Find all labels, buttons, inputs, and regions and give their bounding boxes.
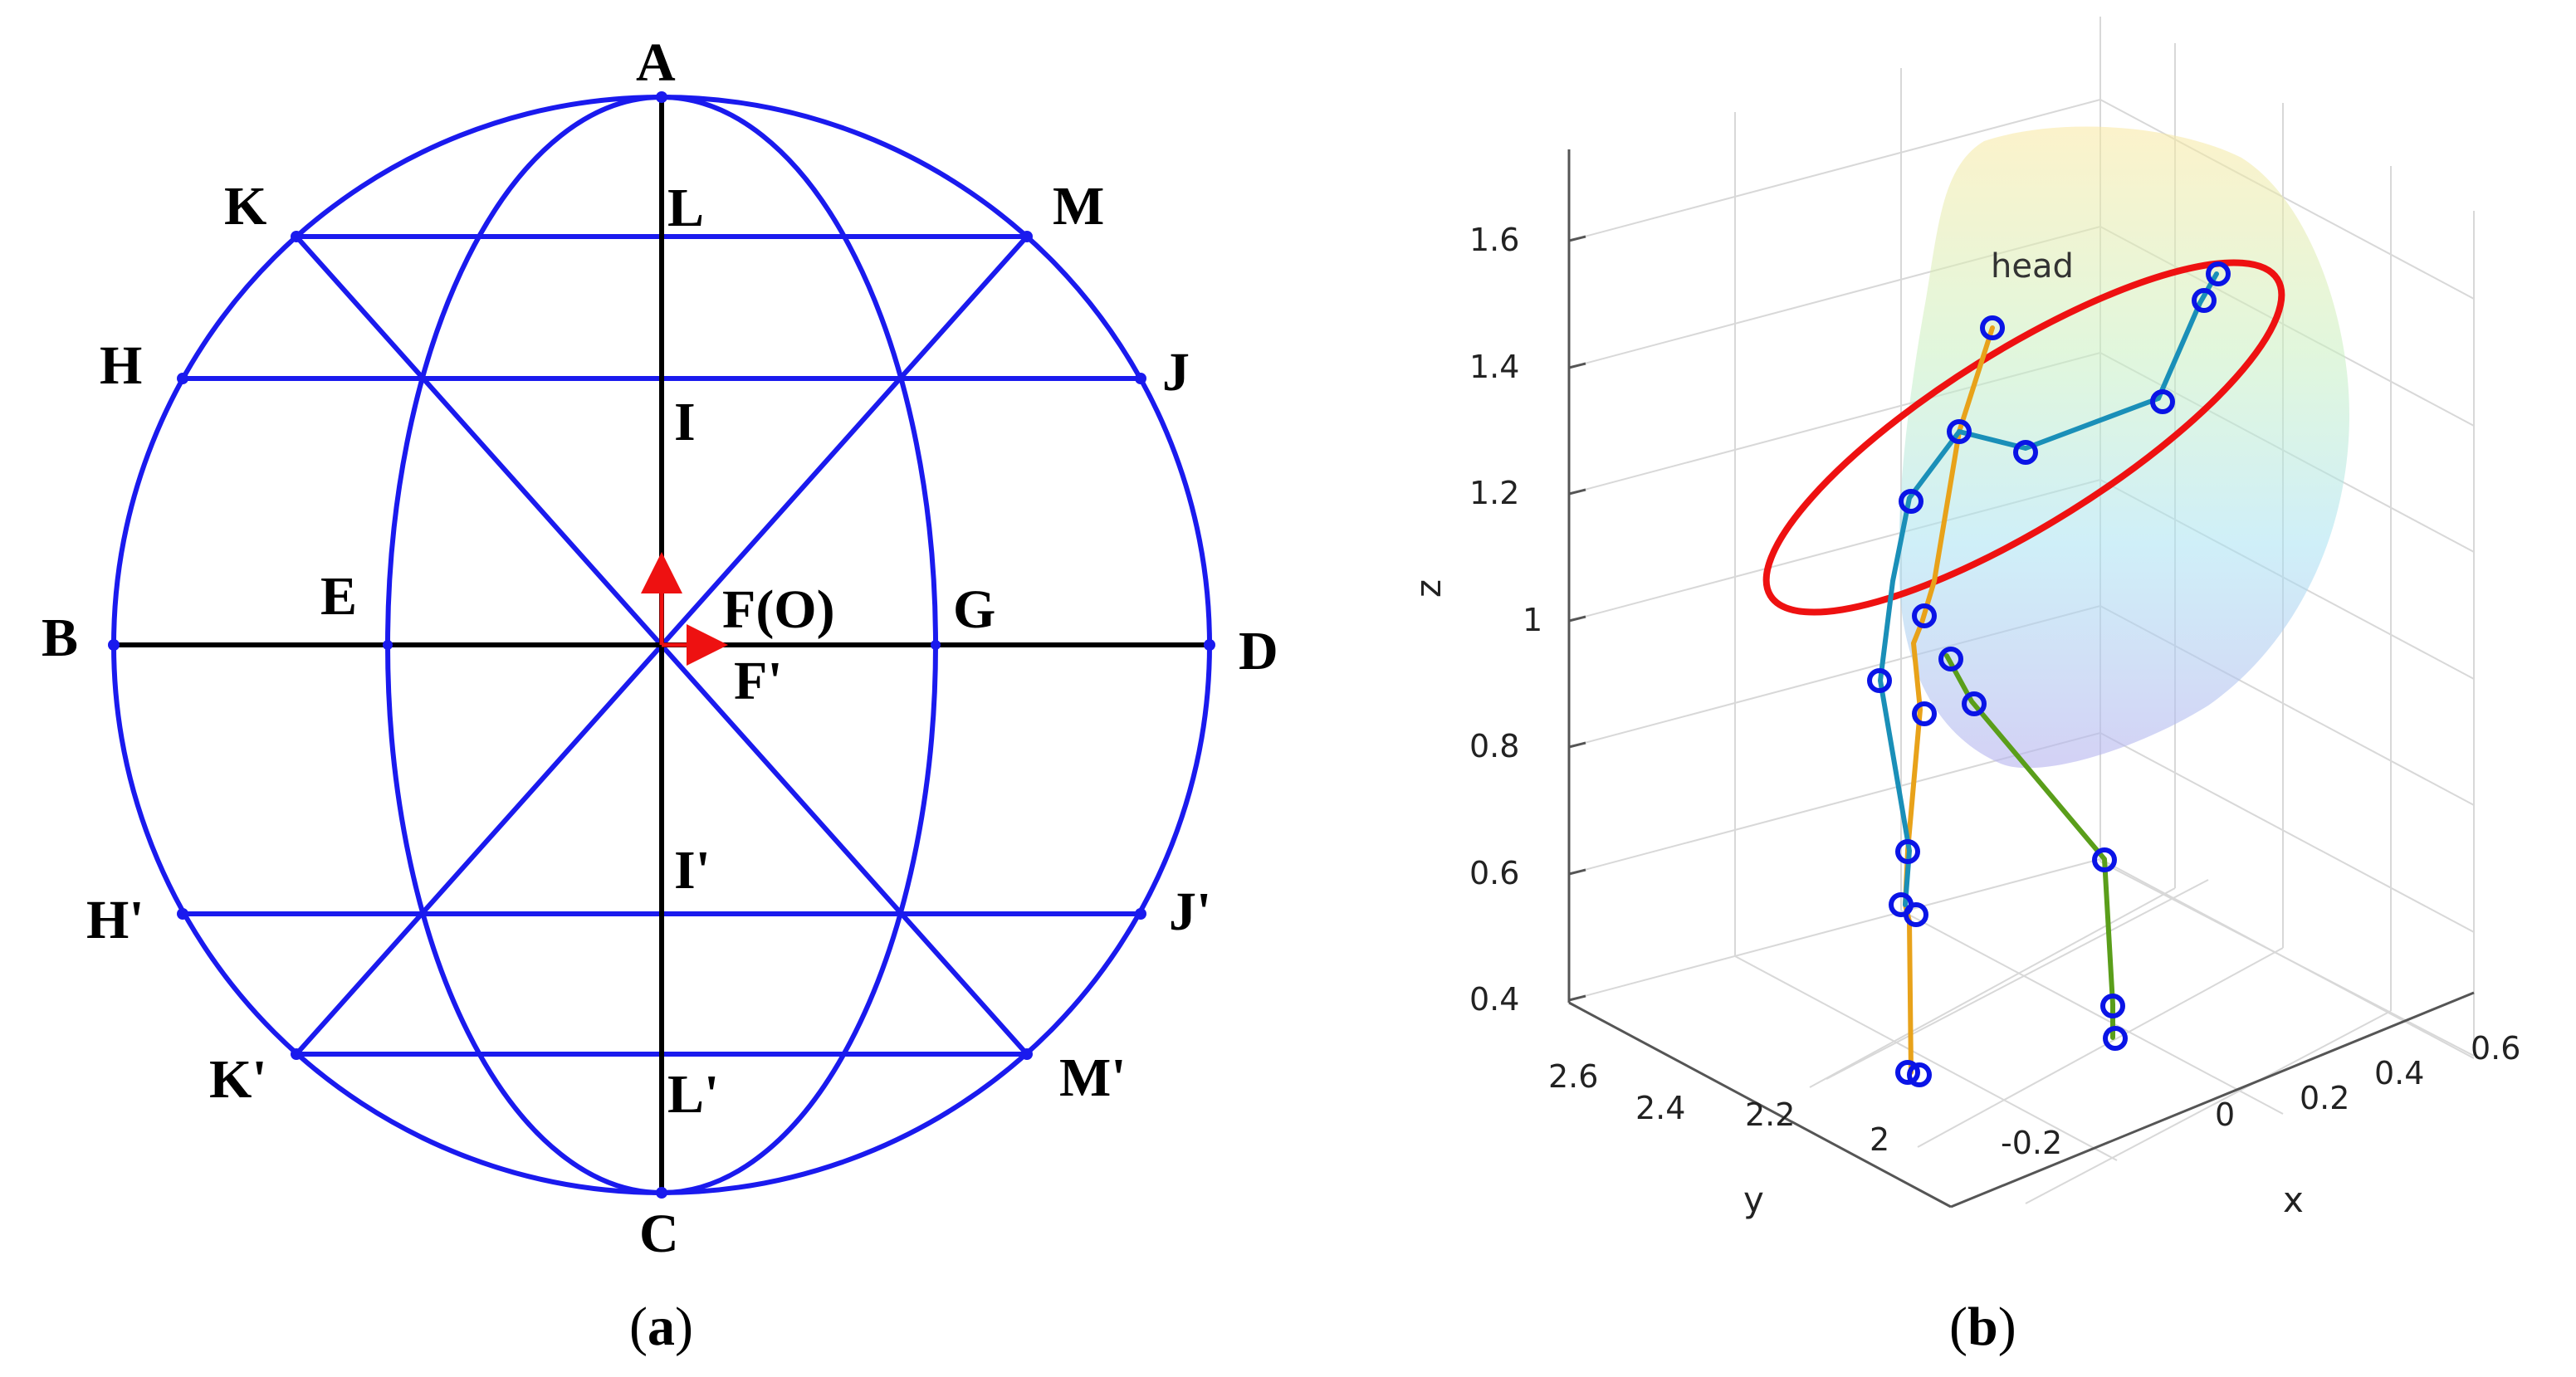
caption-a-letter: a: [648, 1296, 675, 1357]
joint-marker: [1867, 668, 1892, 693]
head-surface: [1899, 126, 2349, 769]
label-fo: F(O): [722, 579, 835, 640]
y-axis-label: y: [1743, 1179, 1764, 1220]
point-a: [656, 91, 667, 103]
z-tick-6: 0.6: [1469, 855, 1519, 891]
caption-b-letter: b: [1967, 1296, 1998, 1357]
label-m: M: [1053, 176, 1104, 237]
label-h: H: [100, 335, 142, 396]
label-j: J: [1162, 342, 1190, 403]
label-l: L: [667, 178, 704, 238]
label-g: G: [953, 579, 995, 640]
z-axis-label: z: [1408, 579, 1449, 598]
y-tick-4: 2: [1870, 1121, 1889, 1158]
head-ellipse: [1762, 259, 2285, 616]
joint-marker: [1947, 419, 1972, 444]
label-lp: L': [667, 1064, 719, 1125]
z-tick-3: 1.2: [1469, 475, 1519, 511]
point-mp: [1021, 1048, 1033, 1060]
joint-marker: [1904, 902, 1928, 927]
label-hp: H': [86, 890, 144, 950]
x-tick-1: -0.2: [2001, 1125, 2062, 1161]
label-c: C: [639, 1204, 679, 1264]
joint-marker: [1938, 647, 1963, 671]
joint-marker: [1895, 1060, 1920, 1085]
joint-marker: [1912, 603, 1937, 628]
caption-a-open: (: [629, 1296, 648, 1357]
joint-marker: [2092, 847, 2117, 872]
joint-marker: [1962, 691, 1987, 716]
label-k: K: [224, 176, 266, 237]
z-tick-marks: [1568, 235, 1586, 1002]
x-tick-5: 0.6: [2471, 1030, 2520, 1067]
y-tick-2: 2.4: [1635, 1090, 1685, 1126]
y-tick-1: 2.6: [1548, 1058, 1598, 1095]
y-tick-3: 2.2: [1745, 1096, 1795, 1133]
label-e: E: [320, 566, 357, 627]
joint-marker: [2100, 994, 2125, 1018]
panel-b-3d-skeleton-plot: 1.6 1.4 1.2 1 0.8 0.6 0.4 z 2.6 2.4 2.2 …: [1408, 17, 2520, 1357]
joint-marker: [1907, 1062, 1932, 1087]
joint-markers: [1867, 261, 2231, 1087]
joint-marker: [2103, 1026, 2128, 1051]
point-jp: [1135, 908, 1146, 920]
point-h: [177, 373, 188, 384]
point-g: [931, 640, 941, 650]
point-j: [1135, 373, 1146, 384]
joint-marker: [1899, 489, 1923, 514]
z-tick-2: 1.4: [1469, 349, 1519, 385]
label-b: B: [42, 608, 78, 668]
point-e: [383, 640, 393, 650]
axis-frame: [1567, 149, 2475, 1209]
label-kp: K': [209, 1049, 267, 1110]
joint-marker: [1980, 315, 2005, 340]
label-a: A: [636, 32, 676, 93]
label-d: D: [1239, 621, 1278, 681]
x-axis-label: x: [2283, 1179, 2304, 1220]
caption-b-open: (: [1949, 1296, 1967, 1357]
label-i: I: [674, 392, 696, 452]
z-tick-5: 0.8: [1469, 728, 1519, 764]
point-b: [108, 639, 120, 651]
x-tick-2: 0: [2215, 1096, 2235, 1133]
z-tick-1: 1.6: [1469, 222, 1519, 258]
point-m: [1021, 231, 1033, 242]
arm-bone-right: [1957, 271, 2219, 451]
panel-a-sphere-diagram: A K L M H I J B E F(O) G D F' I' H' J' K…: [42, 32, 1278, 1357]
joint-marker: [1895, 839, 1920, 864]
z-tick-7: 0.4: [1469, 981, 1519, 1018]
x-tick-4: 0.4: [2374, 1055, 2424, 1091]
point-kp: [291, 1048, 302, 1060]
point-c: [656, 1187, 667, 1199]
caption-a: (a): [629, 1296, 693, 1357]
joint-marker: [2013, 440, 2038, 465]
caption-b: (b): [1949, 1296, 2016, 1357]
head-annotation: head: [1991, 247, 2074, 286]
label-fp: F': [734, 651, 783, 711]
z-tick-4: 1: [1523, 602, 1542, 638]
point-hp: [177, 908, 188, 920]
joint-marker: [2150, 389, 2175, 414]
point-d: [1204, 639, 1215, 651]
label-ip: I': [674, 840, 711, 901]
x-tick-3: 0.2: [2300, 1080, 2349, 1116]
caption-b-close: ): [1998, 1296, 2016, 1357]
joint-marker: [2192, 288, 2217, 313]
point-k: [291, 231, 302, 242]
joint-marker: [1912, 701, 1937, 726]
label-mp: M': [1059, 1047, 1127, 1108]
panel-a-points: [108, 91, 1215, 1199]
caption-a-close: ): [675, 1296, 693, 1357]
label-jp: J': [1169, 881, 1211, 942]
joint-marker: [2206, 261, 2231, 286]
